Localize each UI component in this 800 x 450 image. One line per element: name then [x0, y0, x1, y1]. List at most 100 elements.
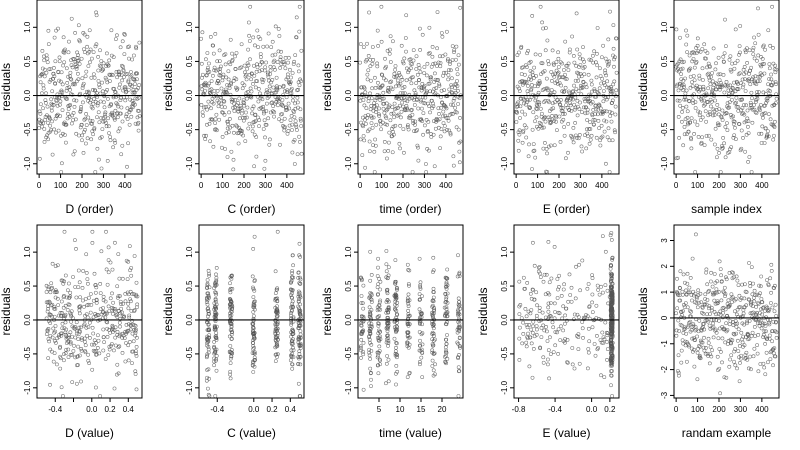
- data-point: [529, 341, 534, 346]
- data-point: [90, 367, 95, 372]
- data-point: [525, 335, 529, 339]
- data-point: [105, 282, 110, 287]
- data-point: [281, 83, 286, 88]
- data-point: [262, 109, 266, 114]
- data-point: [431, 270, 435, 274]
- data-point: [120, 78, 124, 83]
- data-point: [270, 39, 275, 44]
- data-point: [747, 297, 752, 302]
- data-point: [570, 136, 575, 141]
- data-point: [577, 361, 582, 366]
- data-point: [45, 56, 50, 61]
- data-point: [682, 132, 687, 137]
- data-point: [762, 329, 767, 334]
- data-point: [297, 323, 302, 328]
- data-point: [285, 90, 289, 94]
- data-point: [761, 43, 766, 48]
- data-point: [686, 343, 691, 347]
- data-point: [590, 310, 595, 314]
- data-point: [227, 86, 232, 90]
- data-point: [228, 356, 233, 361]
- data-point: [700, 305, 705, 310]
- y-tick-label: 0.5: [660, 55, 669, 67]
- data-point: [752, 325, 757, 329]
- data-point: [132, 90, 137, 95]
- data-point: [716, 300, 720, 305]
- data-point: [214, 266, 219, 270]
- data-point: [585, 107, 590, 112]
- data-point: [297, 306, 301, 311]
- y-tick-label: 0.0: [185, 314, 194, 326]
- data-point: [79, 56, 84, 61]
- data-point: [216, 81, 221, 86]
- data-point: [298, 140, 302, 144]
- data-point: [608, 288, 613, 293]
- data-point: [428, 110, 432, 115]
- data-point: [92, 96, 96, 101]
- data-point: [207, 333, 212, 337]
- data-point: [753, 110, 758, 115]
- data-point: [600, 111, 605, 116]
- data-point: [71, 275, 75, 279]
- data-point: [212, 327, 217, 332]
- data-point: [99, 249, 104, 254]
- data-point: [91, 132, 95, 137]
- data-point: [402, 85, 407, 89]
- data-point: [717, 347, 722, 351]
- data-point: [73, 285, 78, 289]
- data-point: [365, 72, 370, 77]
- data-point: [261, 78, 266, 82]
- data-point: [273, 24, 278, 29]
- data-point: [107, 131, 111, 135]
- data-point: [409, 81, 414, 86]
- data-point: [418, 343, 422, 348]
- y-tick-label: -1.0: [660, 156, 669, 170]
- data-point: [548, 335, 552, 340]
- data-point: [452, 48, 457, 52]
- data-point: [595, 347, 600, 352]
- data-point: [578, 288, 582, 293]
- data-point: [91, 72, 96, 77]
- data-point: [68, 353, 73, 357]
- data-point: [296, 276, 301, 280]
- data-point: [453, 82, 458, 86]
- data-point: [448, 62, 452, 66]
- data-point: [604, 161, 608, 166]
- data-point: [229, 80, 233, 85]
- data-point: [217, 117, 221, 122]
- data-point: [236, 101, 240, 105]
- data-point: [86, 352, 90, 357]
- data-point: [705, 298, 710, 302]
- data-point: [405, 66, 409, 71]
- data-point: [398, 91, 403, 95]
- data-point: [205, 343, 209, 348]
- data-point: [206, 367, 211, 372]
- data-point: [732, 359, 736, 364]
- data-point: [106, 124, 111, 129]
- data-point: [417, 66, 422, 70]
- data-point: [697, 73, 702, 78]
- data-point: [724, 111, 729, 116]
- data-point: [385, 333, 389, 338]
- data-point: [123, 85, 128, 90]
- data-point: [407, 283, 411, 288]
- data-point: [709, 305, 714, 310]
- data-point: [102, 94, 107, 99]
- data-point: [520, 140, 525, 145]
- data-point: [91, 348, 96, 353]
- data-point: [768, 43, 773, 48]
- data-point: [225, 155, 230, 159]
- x-tick-label: 200: [75, 181, 89, 190]
- data-point: [430, 348, 435, 353]
- data-point: [563, 72, 567, 77]
- data-point: [214, 278, 219, 283]
- data-point: [547, 376, 551, 381]
- data-point: [362, 103, 367, 108]
- data-point: [708, 312, 712, 316]
- data-point: [214, 324, 219, 329]
- data-point: [753, 41, 758, 46]
- data-point: [760, 321, 765, 326]
- data-point: [228, 37, 233, 42]
- data-point: [517, 279, 522, 284]
- data-point: [66, 50, 71, 55]
